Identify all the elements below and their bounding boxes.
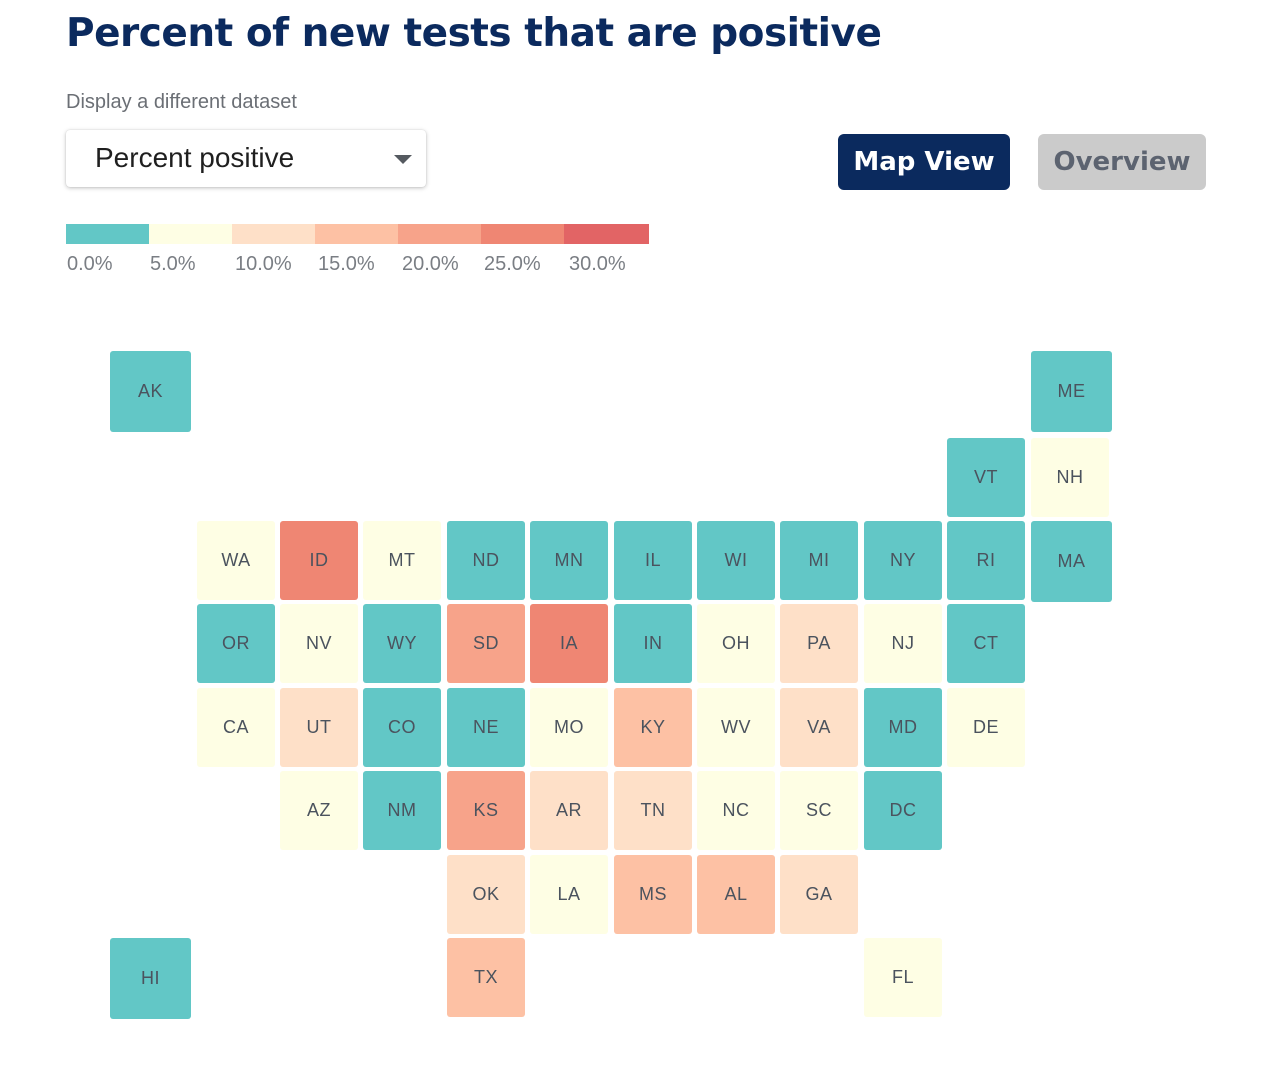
state-tile-de[interactable]: DE <box>947 688 1025 767</box>
dataset-select[interactable]: Percent positive <box>66 130 426 187</box>
state-tile-oh[interactable]: OH <box>697 604 775 683</box>
state-tile-az[interactable]: AZ <box>280 771 358 850</box>
state-tile-tn[interactable]: TN <box>614 771 692 850</box>
state-tile-il[interactable]: IL <box>614 521 692 600</box>
legend-swatch <box>398 224 481 244</box>
legend-label: 0.0% <box>67 253 113 275</box>
state-tile-ri[interactable]: RI <box>947 521 1025 600</box>
legend-label: 5.0% <box>150 253 196 275</box>
legend-label: 25.0% <box>484 253 541 275</box>
state-tile-wv[interactable]: WV <box>697 688 775 767</box>
state-tile-tx[interactable]: TX <box>447 938 525 1017</box>
legend-swatch <box>481 224 564 244</box>
state-tile-vt[interactable]: VT <box>947 438 1025 517</box>
state-tile-or[interactable]: OR <box>197 604 275 683</box>
legend-color-scale <box>66 224 649 244</box>
state-tile-ks[interactable]: KS <box>447 771 525 850</box>
state-tile-sc[interactable]: SC <box>780 771 858 850</box>
state-tile-ms[interactable]: MS <box>614 855 692 934</box>
dataset-select-label: Display a different dataset <box>66 91 297 113</box>
state-tile-mt[interactable]: MT <box>363 521 441 600</box>
state-tile-mo[interactable]: MO <box>530 688 608 767</box>
state-tile-fl[interactable]: FL <box>864 938 942 1017</box>
legend-swatch <box>232 224 315 244</box>
state-tile-wy[interactable]: WY <box>363 604 441 683</box>
state-tile-nh[interactable]: NH <box>1031 438 1109 517</box>
state-tile-ar[interactable]: AR <box>530 771 608 850</box>
legend-label: 30.0% <box>569 253 626 275</box>
legend-swatch <box>66 224 149 244</box>
state-tile-sd[interactable]: SD <box>447 604 525 683</box>
state-tile-wi[interactable]: WI <box>697 521 775 600</box>
caret-down-icon <box>394 155 412 164</box>
state-tile-ny[interactable]: NY <box>864 521 942 600</box>
state-tile-hi[interactable]: HI <box>110 938 191 1019</box>
state-tile-mn[interactable]: MN <box>530 521 608 600</box>
state-tile-md[interactable]: MD <box>864 688 942 767</box>
state-tile-ky[interactable]: KY <box>614 688 692 767</box>
legend-swatch <box>564 224 649 244</box>
state-tile-dc[interactable]: DC <box>864 771 942 850</box>
state-tile-ak[interactable]: AK <box>110 351 191 432</box>
state-tile-pa[interactable]: PA <box>780 604 858 683</box>
state-tile-nj[interactable]: NJ <box>864 604 942 683</box>
state-tile-al[interactable]: AL <box>697 855 775 934</box>
state-tile-id[interactable]: ID <box>280 521 358 600</box>
dataset-select-value: Percent positive <box>95 142 295 173</box>
legend-label: 15.0% <box>318 253 375 275</box>
legend-swatch <box>149 224 232 244</box>
state-tile-nv[interactable]: NV <box>280 604 358 683</box>
state-tile-nd[interactable]: ND <box>447 521 525 600</box>
legend-label: 10.0% <box>235 253 292 275</box>
state-tile-ca[interactable]: CA <box>197 688 275 767</box>
state-tile-ga[interactable]: GA <box>780 855 858 934</box>
state-tile-co[interactable]: CO <box>363 688 441 767</box>
state-tile-la[interactable]: LA <box>530 855 608 934</box>
legend-swatch <box>315 224 398 244</box>
state-tile-ma[interactable]: MA <box>1031 521 1112 602</box>
state-tile-mi[interactable]: MI <box>780 521 858 600</box>
state-tile-ne[interactable]: NE <box>447 688 525 767</box>
overview-button[interactable]: Overview <box>1038 134 1206 190</box>
state-tile-nm[interactable]: NM <box>363 771 441 850</box>
state-tile-me[interactable]: ME <box>1031 351 1112 432</box>
page-title: Percent of new tests that are positive <box>66 11 882 56</box>
state-tile-in[interactable]: IN <box>614 604 692 683</box>
map-view-button[interactable]: Map View <box>838 134 1010 190</box>
legend-label: 20.0% <box>402 253 459 275</box>
state-tile-wa[interactable]: WA <box>197 521 275 600</box>
state-tile-ut[interactable]: UT <box>280 688 358 767</box>
state-tile-nc[interactable]: NC <box>697 771 775 850</box>
state-tile-ct[interactable]: CT <box>947 604 1025 683</box>
state-tile-ok[interactable]: OK <box>447 855 525 934</box>
state-tile-va[interactable]: VA <box>780 688 858 767</box>
state-tile-ia[interactable]: IA <box>530 604 608 683</box>
